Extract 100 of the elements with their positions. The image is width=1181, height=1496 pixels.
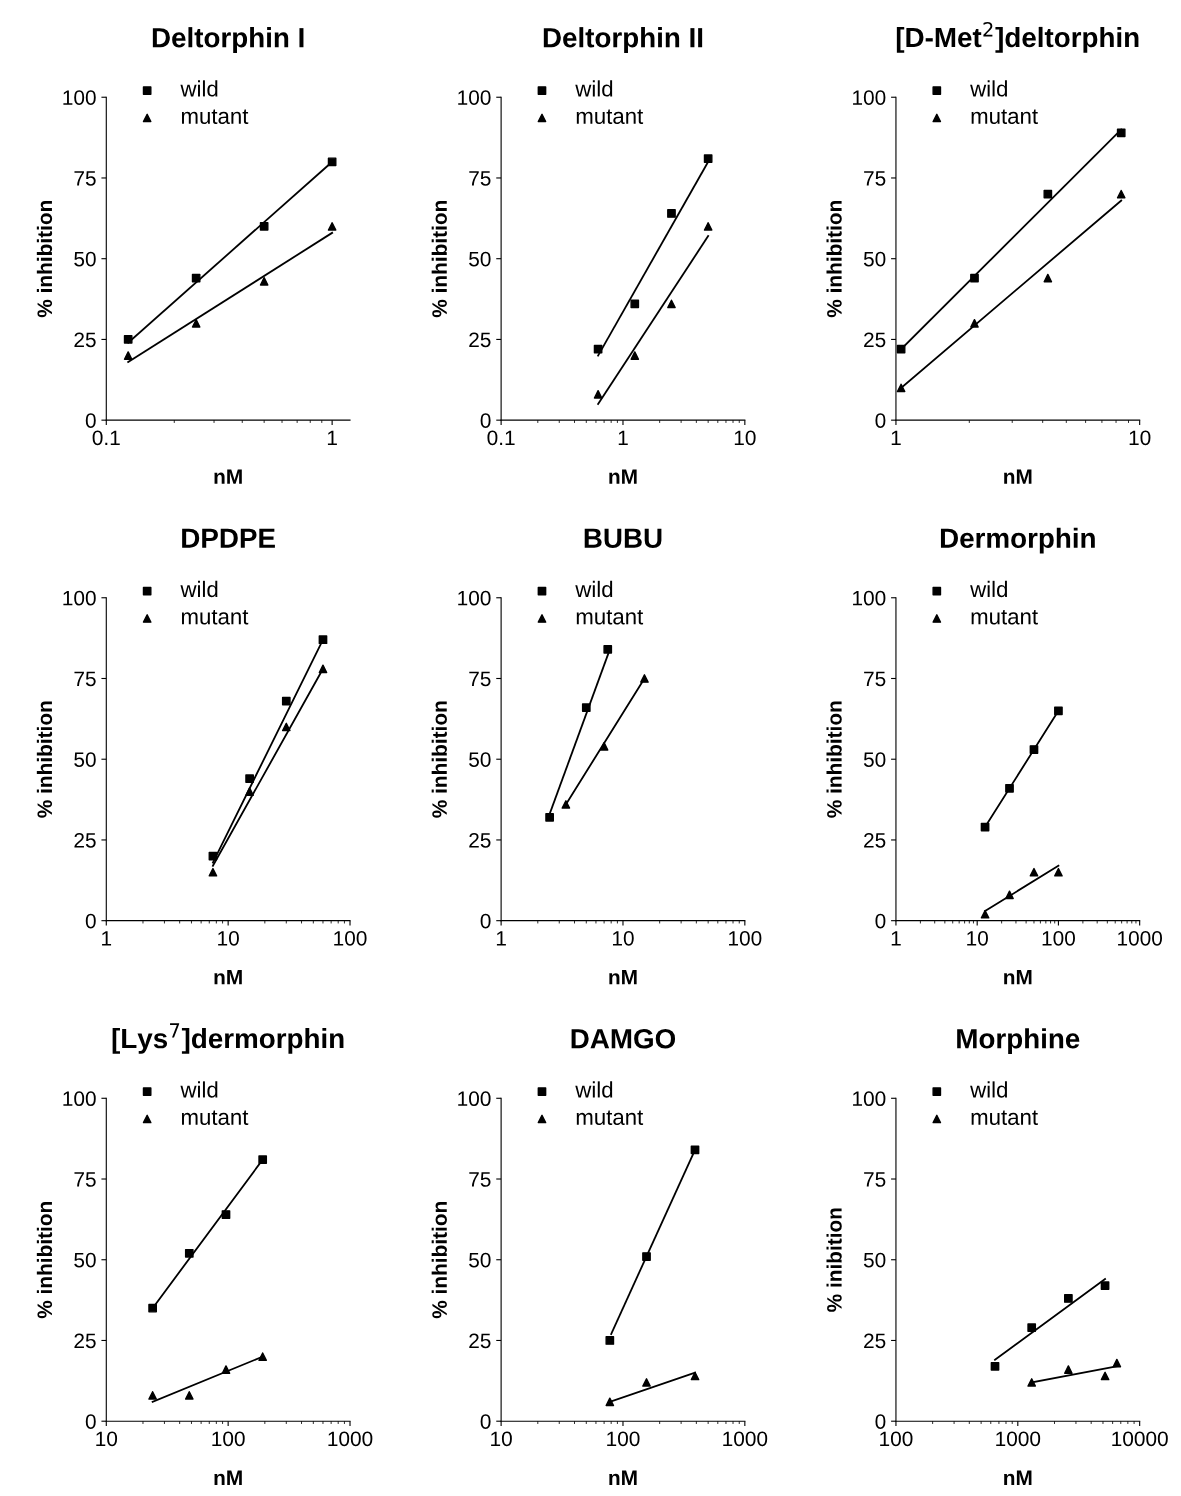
chart-title: Deltorphin I [152, 27, 304, 53]
x-tick-label: 1000 [328, 1431, 373, 1447]
y-tick-label: 25 [469, 332, 491, 348]
y-tick-label: 100 [458, 1091, 491, 1107]
legend-label: wild [180, 580, 218, 598]
y-tick-label: 25 [864, 332, 886, 348]
x-tick-label: 1 [891, 430, 901, 445]
x-tick-label: 1000 [996, 1431, 1041, 1447]
legend-label: wild [575, 580, 613, 598]
y-tick-label: 50 [863, 251, 886, 267]
chart-title: DAMGO [571, 1028, 676, 1049]
y-axis-title: % inhibition [431, 200, 447, 318]
x-tick-label: 100 [729, 930, 762, 946]
y-tick-label: 0 [875, 1414, 886, 1429]
y-tick-label: 50 [469, 1252, 491, 1268]
x-tick-label: 100 [212, 1431, 245, 1447]
legend-label: wild [970, 580, 1007, 598]
chart-title: [D-Met$^{2}$]deltorphin [896, 21, 1139, 53]
y-tick-label: 25 [74, 832, 96, 848]
y-tick-label: 100 [63, 1091, 96, 1107]
y-tick-label: 0 [480, 413, 491, 428]
chart-title: [Lys$^{7}$]dermorphin [112, 1023, 344, 1054]
y-axis-title: % inhibition [36, 701, 53, 818]
legend-label: wild [180, 80, 218, 97]
x-tick-label: 0.1 [487, 430, 515, 446]
y-tick-label: 0 [875, 413, 886, 428]
x-tick-label: 0.1 [92, 430, 120, 446]
x-axis-title: nM [214, 469, 242, 484]
y-tick-label: 0 [875, 913, 886, 929]
y-tick-label: 100 [458, 590, 491, 606]
legend-label: mutant [181, 109, 249, 124]
chart-title: DPDPE [182, 528, 275, 548]
y-tick-label: 75 [864, 1172, 886, 1187]
y-tick-label: 50 [863, 752, 886, 767]
chart-title: Morphine [957, 1028, 1080, 1055]
x-tick-label: 10 [96, 1431, 118, 1447]
y-axis-title: % inhibition [826, 200, 842, 318]
x-axis-title: nM [609, 970, 637, 985]
y-tick-label: 25 [74, 332, 96, 348]
y-tick-label: 25 [469, 1333, 491, 1349]
x-tick-label: 100 [1042, 930, 1075, 946]
legend-label: mutant [576, 609, 644, 625]
y-tick-label: 100 [63, 590, 96, 606]
y-axis-title: % inibition [826, 1208, 842, 1312]
legend-label: mutant [181, 1110, 249, 1126]
x-axis-title: nM [609, 1470, 637, 1485]
chart-title: Deltorphin II [543, 27, 703, 53]
x-tick-label: 100 [334, 930, 367, 946]
y-tick-label: 50 [74, 251, 96, 267]
legend-label: wild [575, 1081, 613, 1098]
y-axis-title: % inhibition [431, 1202, 447, 1319]
legend-label: mutant [576, 109, 644, 124]
legend-label: wild [575, 80, 613, 97]
y-tick-label: 50 [74, 752, 96, 767]
legend-label: wild [970, 80, 1007, 97]
legend-label: wild [180, 1081, 218, 1098]
y-tick-label: 75 [864, 671, 886, 687]
y-axis-title: % inhibition [36, 1202, 53, 1319]
y-tick-label: 0 [85, 413, 96, 428]
y-tick-label: 100 [853, 90, 886, 105]
y-tick-label: 0 [85, 913, 96, 929]
chart-title: Dermorphin [940, 527, 1095, 554]
x-tick-label: 10 [967, 930, 988, 946]
y-tick-label: 25 [864, 1333, 886, 1349]
y-tick-label: 25 [74, 1333, 96, 1349]
x-tick-label: 1 [891, 931, 901, 946]
legend-label: wild [970, 1081, 1007, 1098]
y-tick-label: 0 [480, 913, 491, 929]
x-tick-label: 10 [218, 930, 239, 946]
y-axis-title: % inhibition [36, 200, 53, 318]
x-tick-label: 10000 [1112, 1431, 1168, 1447]
y-tick-label: 75 [469, 1172, 491, 1187]
y-tick-label: 50 [74, 1252, 96, 1268]
y-tick-label: 100 [853, 590, 886, 606]
y-tick-label: 75 [469, 671, 491, 687]
chart-title: BUBU [584, 528, 662, 549]
x-axis-title: nM [1004, 469, 1032, 484]
y-axis-title: % inhibition [431, 701, 447, 818]
x-axis-title: nM [214, 1470, 242, 1485]
y-tick-label: 25 [864, 832, 886, 848]
y-tick-label: 75 [469, 171, 491, 186]
y-tick-label: 75 [74, 1172, 96, 1187]
x-tick-label: 10 [734, 430, 756, 446]
x-tick-label: 10 [612, 930, 634, 946]
y-tick-label: 0 [480, 1414, 491, 1429]
legend-label: mutant [181, 609, 249, 625]
x-tick-label: 1 [102, 931, 112, 946]
x-axis-title: nM [214, 970, 242, 985]
y-tick-label: 50 [469, 251, 491, 267]
y-tick-label: 100 [458, 90, 491, 105]
y-tick-label: 25 [469, 832, 491, 848]
legend-label: mutant [971, 1110, 1038, 1126]
legend-label: mutant [971, 109, 1038, 124]
x-axis-title: nM [609, 469, 637, 484]
y-tick-label: 75 [74, 671, 96, 687]
y-tick-label: 100 [63, 90, 96, 105]
x-tick-label: 100 [607, 1431, 640, 1447]
y-tick-label: 50 [863, 1252, 886, 1268]
y-tick-label: 50 [469, 752, 491, 767]
legend-label: mutant [971, 609, 1038, 625]
